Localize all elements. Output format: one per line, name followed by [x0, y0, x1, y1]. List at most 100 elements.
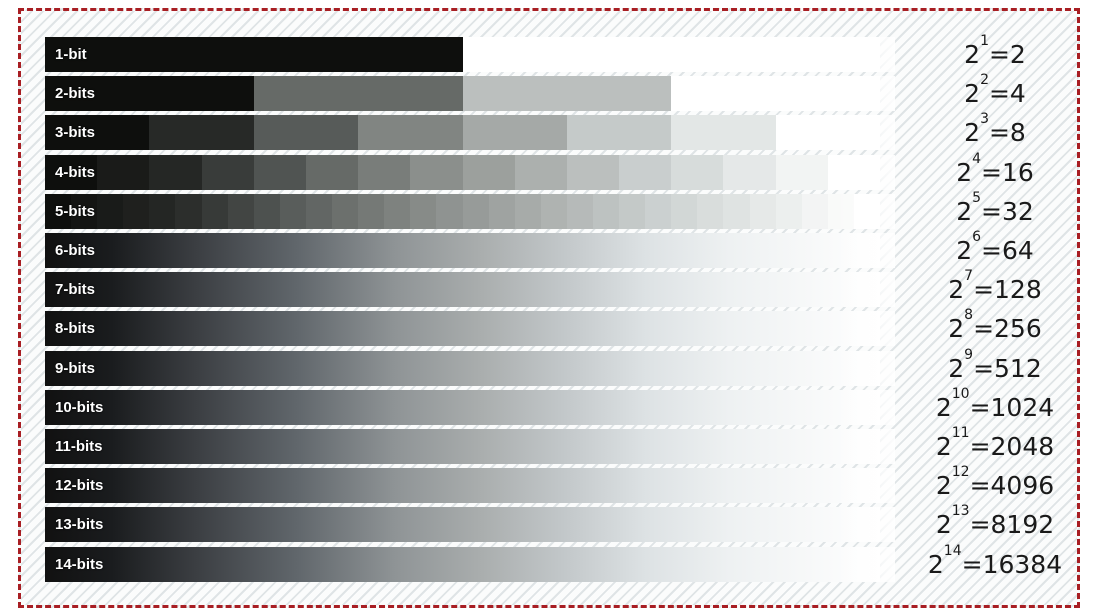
formula-result: =4096 — [969, 471, 1055, 501]
bit-label: 8-bits — [55, 320, 96, 338]
gray-ramp — [45, 507, 880, 543]
formula-exponent: 6 — [972, 229, 982, 245]
formula-exponent: 14 — [943, 542, 962, 559]
formula-base: 2 — [964, 118, 981, 148]
gray-step — [671, 115, 776, 151]
levels-formula: 27=128 — [905, 269, 1085, 307]
gray-step — [775, 154, 828, 190]
levels-formula: 26=64 — [905, 230, 1085, 268]
gray-step — [384, 193, 411, 229]
gray-step — [358, 193, 385, 229]
edge-fade — [835, 115, 895, 151]
formula-exponent: 8 — [964, 307, 974, 324]
bit-label: 12-bits — [55, 477, 104, 495]
gray-step — [253, 115, 359, 151]
levels-formula: 23=8 — [905, 112, 1085, 150]
gray-ramp — [45, 76, 880, 112]
gray-step — [358, 115, 463, 151]
edge-fade — [835, 429, 895, 464]
formula-result: =64 — [981, 236, 1034, 265]
bit-label: 14-bits — [55, 555, 104, 573]
gray-step — [671, 193, 698, 229]
gray-step — [305, 154, 359, 190]
bit-row: 11-bits 211=2048 — [45, 426, 1085, 464]
levels-formula: 24=16 — [905, 152, 1085, 190]
bit-row: 9-bits 29=512 — [45, 348, 1085, 386]
gray-ramp — [45, 311, 880, 347]
gray-step — [566, 154, 620, 190]
edge-fade — [835, 76, 895, 112]
gray-step — [149, 193, 176, 229]
gray-step — [540, 193, 567, 229]
gray-step — [514, 154, 567, 190]
gray-step — [149, 115, 254, 151]
formula-base: 2 — [948, 275, 965, 305]
formula-exponent: 10 — [951, 385, 970, 402]
bit-label: 13-bits — [55, 516, 104, 534]
formula-result: =512 — [973, 353, 1042, 383]
gray-step — [723, 154, 776, 190]
gray-step — [619, 193, 646, 229]
formula-base: 2 — [956, 157, 973, 187]
gray-step — [123, 193, 150, 229]
levels-formula: 28=256 — [905, 308, 1085, 346]
edge-fade — [835, 350, 895, 386]
gray-step — [462, 193, 489, 229]
formula-base: 2 — [935, 432, 952, 461]
levels-formula: 212=4096 — [905, 465, 1085, 503]
gray-ramp — [45, 37, 880, 72]
formula-result: =8192 — [969, 510, 1055, 540]
gray-step — [45, 154, 98, 190]
gray-step — [410, 154, 463, 190]
levels-formula: 213=8192 — [905, 504, 1085, 542]
gray-step — [462, 37, 880, 72]
formula-exponent: 9 — [964, 346, 974, 363]
bit-row: 3-bits 23=8 — [45, 112, 1085, 151]
formula-result: =128 — [973, 275, 1042, 305]
bit-row: 5-bits 25=32 — [45, 191, 1085, 229]
gray-step — [253, 193, 280, 229]
gray-step — [462, 154, 515, 190]
bit-label: 4-bits — [55, 163, 96, 181]
formula-result: =8 — [988, 118, 1026, 148]
levels-formula: 210=1024 — [905, 387, 1085, 425]
gray-step — [749, 193, 776, 229]
gray-ramp — [45, 154, 880, 190]
formula-base: 2 — [948, 353, 965, 383]
bit-label: 11-bits — [55, 438, 103, 455]
gray-step — [488, 193, 515, 229]
gray-step — [619, 154, 672, 190]
formula-base: 2 — [956, 236, 973, 265]
levels-formula: 25=32 — [905, 191, 1085, 229]
gray-ramp — [45, 546, 880, 582]
gray-step — [45, 193, 72, 229]
gray-step — [801, 193, 828, 229]
gray-ramp — [45, 468, 880, 504]
formula-base: 2 — [964, 79, 981, 109]
bit-row: 4-bits 24=16 — [45, 152, 1085, 190]
gray-step — [697, 193, 724, 229]
formula-result: =256 — [973, 314, 1042, 344]
levels-formula: 21=2 — [905, 34, 1085, 72]
formula-exponent: 4 — [972, 150, 982, 167]
formula-result: =1024 — [969, 392, 1055, 422]
formula-result: =16384 — [961, 549, 1063, 579]
levels-formula: 22=4 — [905, 73, 1085, 111]
bit-label: 7-bits — [55, 281, 96, 299]
formula-exponent: 1 — [980, 33, 989, 49]
gray-step — [436, 193, 463, 229]
formula-result: =16 — [981, 157, 1034, 187]
bit-row: 10-bits 210=1024 — [45, 387, 1085, 425]
formula-base: 2 — [935, 471, 952, 501]
gray-step — [45, 115, 150, 151]
gray-step — [97, 193, 124, 229]
gray-step — [462, 115, 567, 151]
formula-exponent: 2 — [980, 72, 989, 89]
gray-step — [279, 193, 306, 229]
gray-step — [175, 193, 202, 229]
gray-step — [253, 76, 463, 112]
bit-row: 6-bits 26=64 — [45, 230, 1085, 268]
formula-base: 2 — [948, 314, 965, 344]
formula-base: 2 — [927, 549, 944, 579]
gray-ramp — [45, 115, 880, 151]
